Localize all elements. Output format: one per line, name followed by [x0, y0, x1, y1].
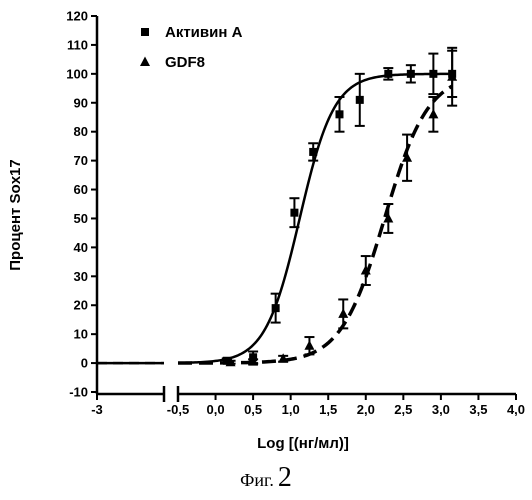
data-point-activin-a: [290, 209, 298, 217]
data-point-activin-a: [384, 70, 392, 78]
legend-marker-activin-a: [141, 28, 149, 36]
y-tick-label: 70: [74, 153, 88, 168]
y-tick-label: 0: [81, 356, 88, 371]
x-tick-label: 1,0: [282, 402, 300, 417]
y-tick-label: 40: [74, 240, 88, 255]
chart: Процент Sox17 Log [(нг/мл)] -10 0 10 20 30 40…: [0, 0, 532, 470]
y-tick-label: 60: [74, 182, 88, 197]
x-tick-label: 2,0: [357, 402, 375, 417]
y-tick-label: 50: [74, 211, 88, 226]
x-tick-label: 4,0: [507, 402, 525, 417]
y-tick-label: 120: [66, 9, 88, 24]
legend-label-activin-a: Активин А: [165, 24, 243, 41]
data-point-activin-a: [309, 148, 317, 156]
legend-label-gdf8: GDF8: [165, 54, 205, 71]
y-tick-label: -10: [69, 385, 88, 400]
y-tick-label: 10: [74, 327, 88, 342]
x-tick-label: 2,5: [394, 402, 412, 417]
fit-curve-gdf8: [178, 86, 452, 363]
data-point-activin-a: [356, 96, 364, 104]
y-tick-label: 90: [74, 95, 88, 110]
data-point-activin-a: [335, 110, 343, 118]
x-axis-label: Log [(нг/мл)]: [257, 435, 349, 452]
data-point-gdf8: [428, 109, 438, 119]
x-tick-label: 0,0: [207, 402, 225, 417]
legend-marker-gdf8: [140, 57, 150, 67]
x-tick-label: 1,5: [319, 402, 337, 417]
y-tick-label: 80: [74, 124, 88, 139]
data-point-gdf8: [338, 308, 348, 318]
x-tick-label: -0,5: [167, 402, 189, 417]
data-point-gdf8: [278, 353, 288, 363]
figure-caption-prefix: Фиг.: [240, 470, 274, 490]
figure-caption: Фиг. 2: [0, 462, 532, 494]
data-point-activin-a: [429, 70, 437, 78]
data-point-gdf8: [402, 152, 412, 162]
fit-curve-activin-a: [178, 74, 452, 363]
x-tick-label: 3,0: [432, 402, 450, 417]
y-tick-label: 100: [66, 66, 88, 81]
figure-caption-number: 2: [278, 462, 292, 493]
y-tick-label: 20: [74, 298, 88, 313]
y-tick-label: 110: [67, 37, 88, 52]
plot-marks: [97, 48, 457, 366]
data-point-gdf8: [304, 340, 314, 350]
y-tick-label: 30: [74, 269, 88, 284]
x-tick-label: -3: [91, 402, 103, 417]
x-tick-label: 3,5: [469, 402, 487, 417]
data-point-activin-a: [272, 304, 280, 312]
legend: Активин А GDF8: [140, 24, 243, 71]
data-point-activin-a: [407, 70, 415, 78]
y-axis-label: Процент Sox17: [7, 159, 24, 270]
x-tick-label: 0,5: [244, 402, 262, 417]
